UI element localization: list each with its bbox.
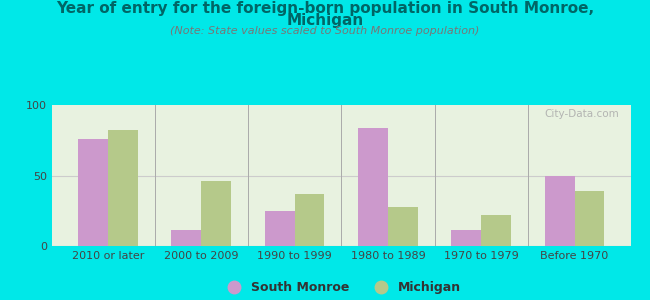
Bar (108, 130, 138, 246)
Bar (451, 230, 481, 246)
Text: Year of entry for the foreign-born population in South Monroe,: Year of entry for the foreign-born popul… (56, 2, 594, 16)
Bar (481, 215, 511, 246)
Text: (Note: State values scaled to South Monroe population): (Note: State values scaled to South Monr… (170, 26, 480, 35)
Bar (265, 211, 294, 246)
Legend: South Monroe, Michigan: South Monroe, Michigan (216, 276, 467, 299)
Bar (358, 128, 388, 246)
Bar (388, 206, 418, 246)
Bar (545, 176, 575, 246)
Bar (172, 230, 202, 246)
Bar (78, 139, 108, 246)
Bar (294, 194, 324, 246)
Bar (202, 181, 231, 246)
Text: City-Data.com: City-Data.com (544, 109, 619, 119)
Bar (575, 191, 604, 246)
Text: Michigan: Michigan (287, 14, 363, 28)
